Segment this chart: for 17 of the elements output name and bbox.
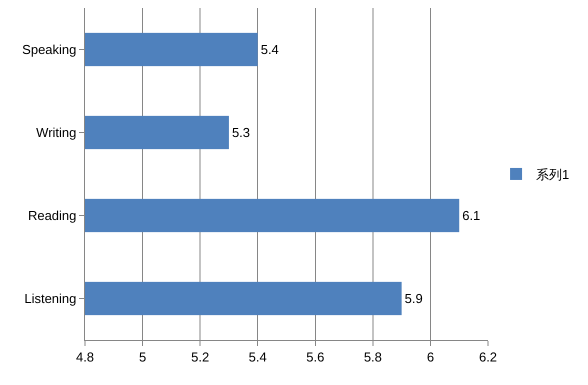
y-tick-label: Speaking bbox=[22, 42, 76, 58]
y-tick-label: Writing bbox=[36, 125, 76, 140]
y-tick-label: Listening bbox=[24, 291, 76, 306]
x-tick-label: 4.8 bbox=[76, 350, 94, 365]
x-tick-label: 5.4 bbox=[248, 350, 267, 365]
x-tick-label: 5.6 bbox=[306, 350, 324, 365]
legend-label: 系列1 bbox=[536, 167, 570, 182]
x-tick-label: 6.2 bbox=[478, 350, 498, 365]
x-tick-label: 5.2 bbox=[191, 350, 210, 365]
y-tick-label: Reading bbox=[28, 208, 76, 224]
data-label: 5.9 bbox=[404, 291, 423, 306]
data-label: 5.3 bbox=[232, 125, 250, 140]
data-label: 5.4 bbox=[260, 42, 279, 57]
x-tick-label: 5.8 bbox=[364, 350, 382, 365]
x-tick-label: 6 bbox=[426, 350, 434, 365]
x-tick-label: 5 bbox=[138, 350, 146, 365]
data-label: 6.1 bbox=[462, 208, 480, 223]
